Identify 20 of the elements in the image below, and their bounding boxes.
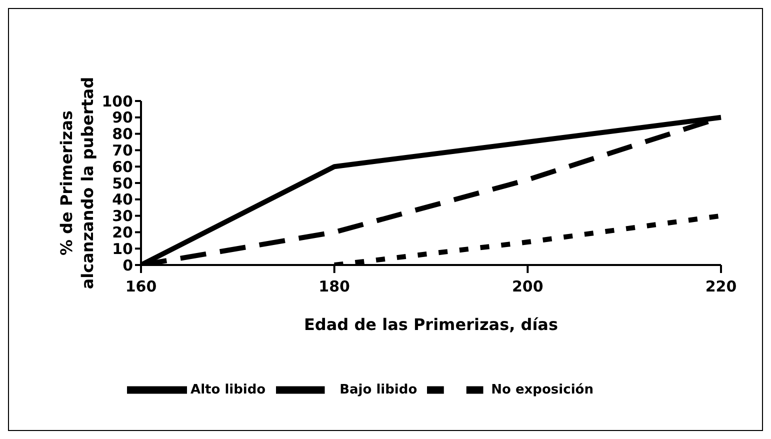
y-tick-label: 100 bbox=[102, 92, 133, 110]
y-tick-label: 20 bbox=[112, 224, 133, 242]
y-axis-title: % de Primerizas alcanzando la pubertad bbox=[57, 76, 97, 290]
y-tick-label: 60 bbox=[112, 158, 133, 176]
legend-label: No exposición bbox=[491, 382, 594, 398]
x-axis-title: Edad de las Primerizas, días bbox=[304, 315, 558, 334]
x-tick-label: 220 bbox=[705, 278, 737, 296]
y-tick-label: 70 bbox=[112, 142, 133, 160]
y-tick-label: 80 bbox=[112, 125, 133, 144]
y-tick-label: 40 bbox=[112, 190, 133, 209]
y-tick-label: 0 bbox=[122, 256, 133, 274]
y-tick-label: 30 bbox=[112, 207, 133, 226]
y-tick-label: 50 bbox=[112, 174, 133, 192]
y-tick-label: 90 bbox=[112, 108, 133, 127]
x-tick-label: 200 bbox=[512, 278, 544, 296]
legend-label: Alto libido bbox=[190, 382, 266, 398]
legend-label: Bajo libido bbox=[340, 382, 418, 398]
x-tick-label: 160 bbox=[125, 278, 157, 296]
y-tick-label: 10 bbox=[112, 240, 133, 258]
x-tick-label: 180 bbox=[318, 278, 350, 296]
